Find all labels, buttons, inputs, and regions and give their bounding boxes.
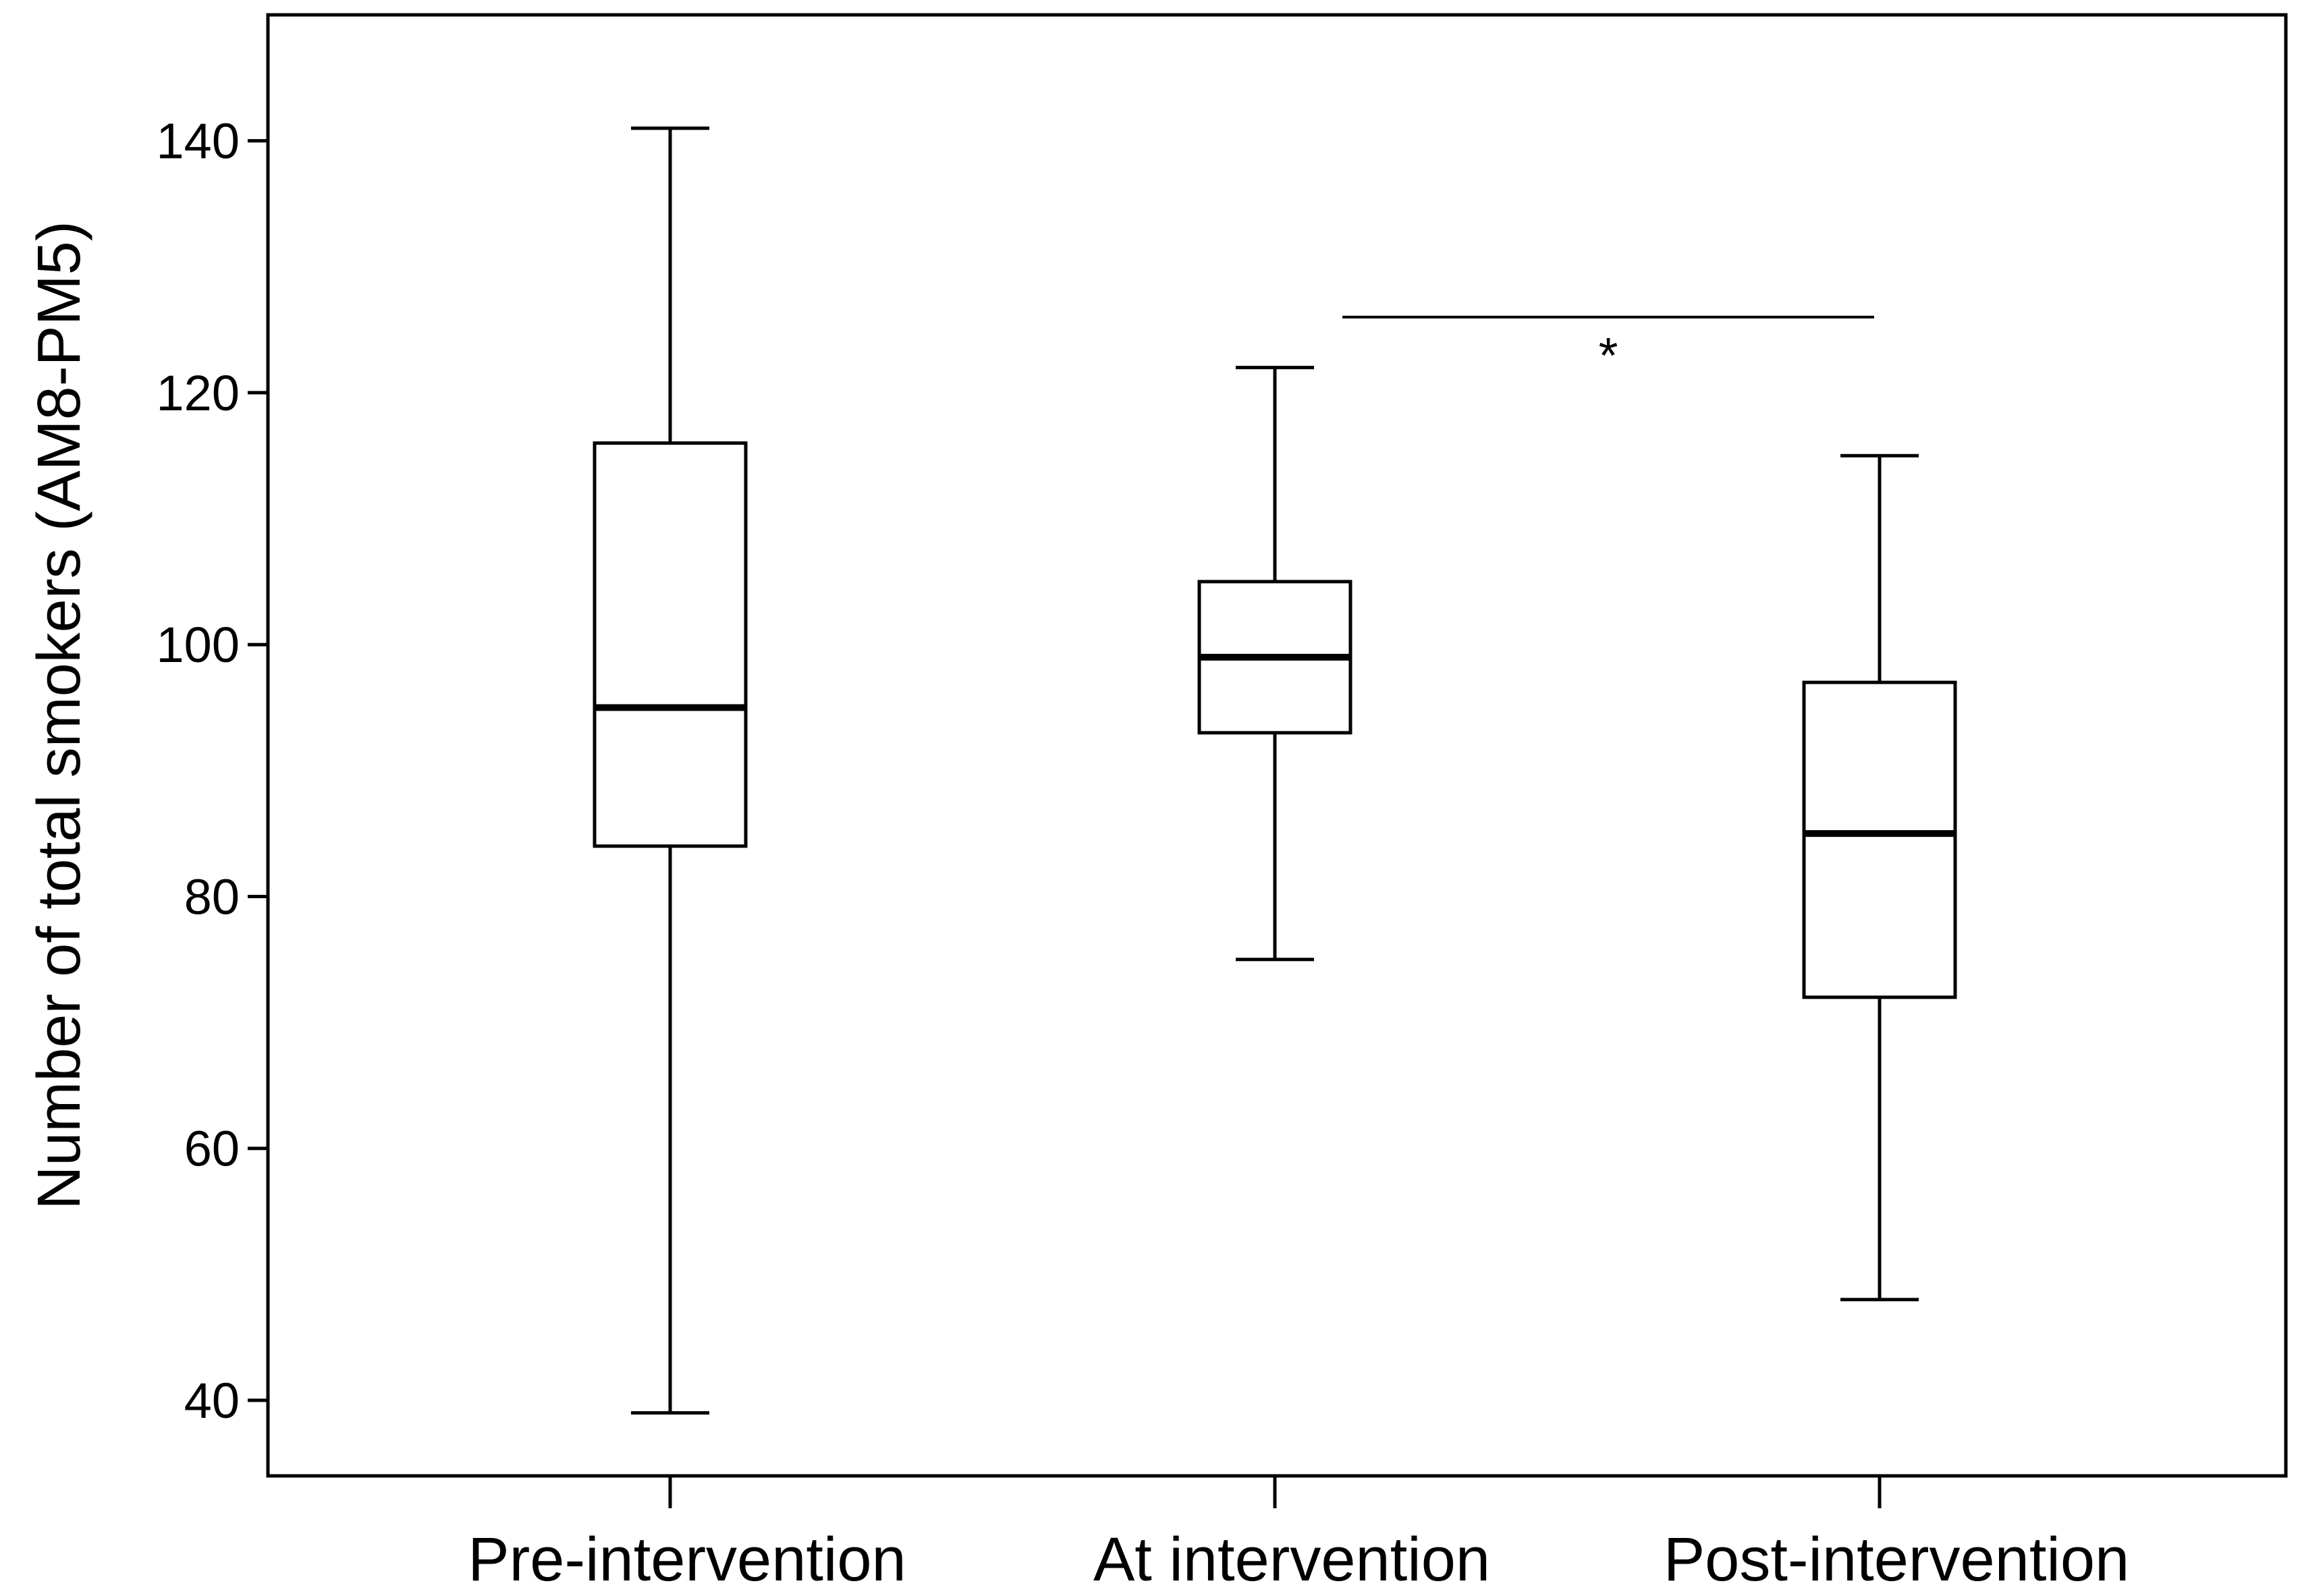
y-tick-label: 120 xyxy=(157,365,240,421)
x-category-label: At intervention xyxy=(1093,1525,1490,1594)
box-pre-intervention xyxy=(593,126,748,1415)
boxes xyxy=(593,126,1957,1415)
x-category-label: Post-intervention xyxy=(1664,1525,2129,1594)
annotations: * xyxy=(1342,315,1874,383)
significance-marker: * xyxy=(1599,327,1618,383)
box-post-intervention xyxy=(1802,453,1957,1302)
x-axis-ticks: Pre-intervention At intervention Post-inte… xyxy=(468,1476,2129,1594)
y-axis-ticks: 40 60 80 100 120 140 xyxy=(157,113,268,1429)
y-tick-label: 60 xyxy=(184,1121,240,1177)
box-at-intervention xyxy=(1197,366,1352,962)
interquartile-box xyxy=(1802,680,1957,999)
y-tick-label: 40 xyxy=(184,1373,240,1429)
y-tick-label: 140 xyxy=(157,113,240,169)
y-axis-title: Number of total smokers (AM8-PM5) xyxy=(26,221,93,1209)
interquartile-box xyxy=(593,441,748,848)
y-tick-label: 100 xyxy=(157,617,240,673)
x-category-label: Pre-intervention xyxy=(468,1525,906,1594)
plot-frame xyxy=(266,13,2288,1478)
y-tick-label: 80 xyxy=(184,869,240,925)
